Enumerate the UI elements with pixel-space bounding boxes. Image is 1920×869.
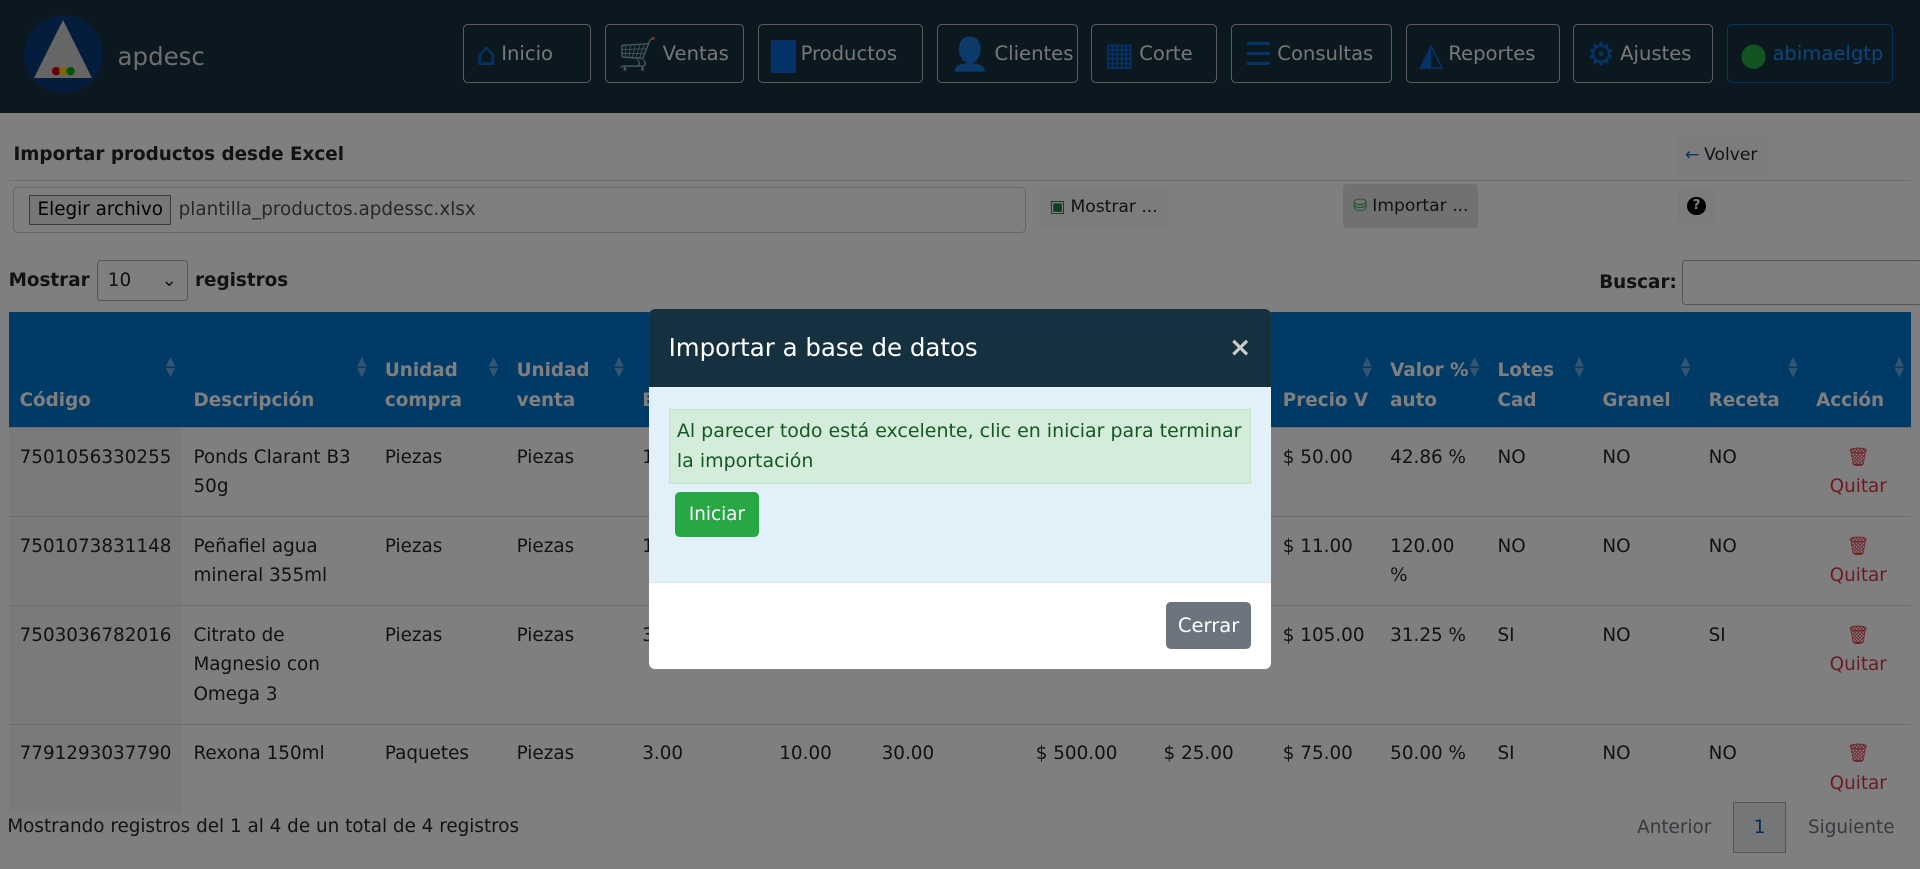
close-button[interactable]: Cerrar	[1165, 602, 1252, 649]
success-alert: Al parecer todo está excelente, clic en …	[668, 408, 1252, 485]
close-icon[interactable]: ×	[1228, 332, 1252, 364]
import-modal: Importar a base de datos × Al parecer tod…	[648, 308, 1272, 669]
start-button[interactable]: Iniciar	[674, 491, 760, 538]
modal-title: Importar a base de datos	[668, 333, 978, 363]
